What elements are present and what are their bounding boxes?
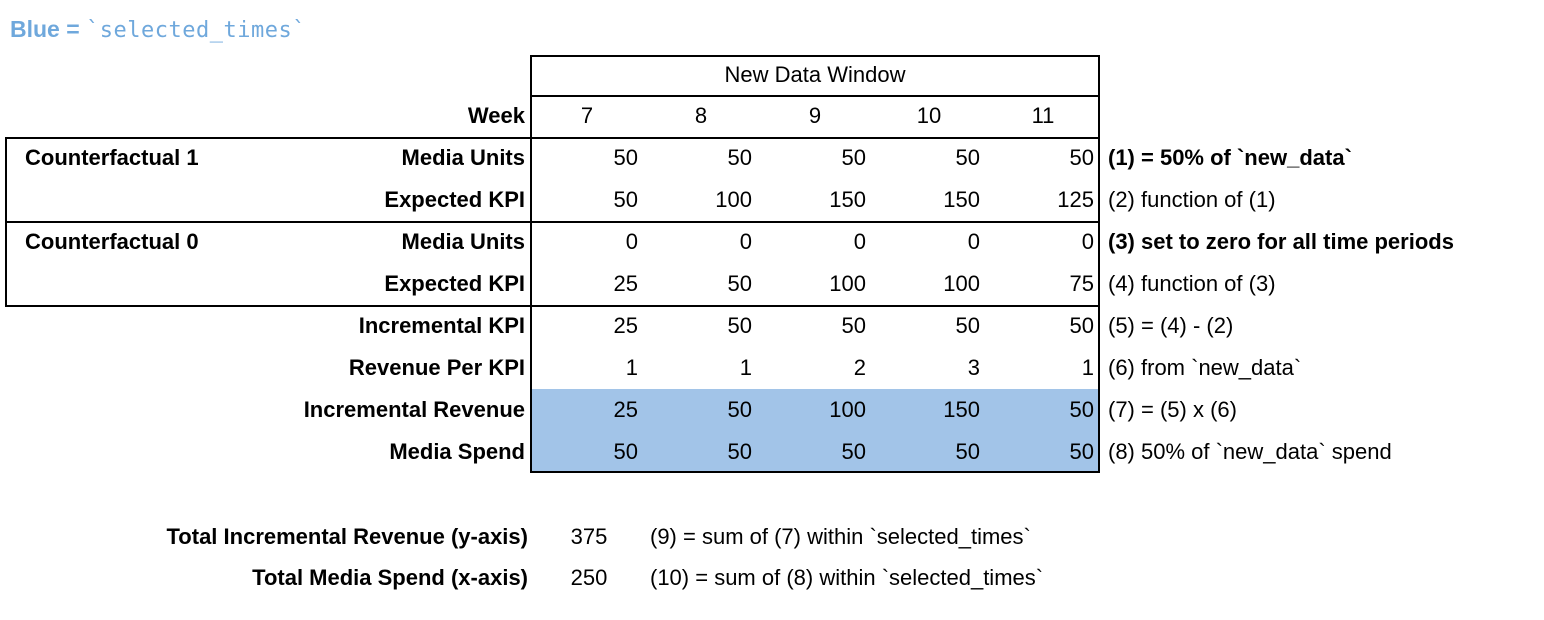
row-note: (1) = 50% of `new_data` bbox=[1108, 145, 1352, 170]
value-row: 50 50 50 50 50 bbox=[530, 137, 1100, 179]
value-row: 50 100 150 150 125 bbox=[530, 179, 1100, 221]
cell-value: 0 bbox=[625, 229, 638, 254]
group-label: Counterfactual 1 bbox=[25, 145, 199, 170]
week-cell: 7 bbox=[580, 103, 594, 128]
cell-value: 100 bbox=[715, 187, 752, 212]
cell-value: 25 bbox=[613, 313, 638, 338]
cell-value: 50 bbox=[1069, 145, 1094, 170]
week-cell: 11 bbox=[1031, 103, 1055, 128]
cell-value: 0 bbox=[739, 229, 752, 254]
cell-value: 150 bbox=[943, 397, 980, 422]
cell-value: 50 bbox=[727, 313, 752, 338]
row-note: (5) = (4) - (2) bbox=[1108, 313, 1234, 338]
cell-value: 25 bbox=[613, 397, 638, 422]
row-label: Media Spend bbox=[389, 439, 525, 464]
cell-value: 50 bbox=[1069, 397, 1094, 422]
row-note: (4) function of (3) bbox=[1108, 271, 1276, 296]
cell-value: 50 bbox=[1069, 313, 1094, 338]
total-incremental-revenue-label: Total Incremental Revenue (y-axis) bbox=[166, 524, 529, 549]
cell-value: 75 bbox=[1069, 271, 1094, 296]
cell-value: 25 bbox=[613, 271, 638, 296]
cell-value: 50 bbox=[727, 397, 752, 422]
cell-value: 150 bbox=[829, 187, 866, 212]
cell-value: 125 bbox=[1057, 187, 1094, 212]
week-cell: 8 bbox=[694, 103, 708, 128]
value-row: 25 50 50 50 50 bbox=[530, 305, 1100, 347]
cell-value: 50 bbox=[955, 313, 980, 338]
week-cell: 10 bbox=[916, 103, 942, 128]
cell-value: 50 bbox=[841, 145, 866, 170]
cell-value: 50 bbox=[613, 145, 638, 170]
cell-value: 1 bbox=[1081, 355, 1094, 380]
cell-value: 50 bbox=[841, 313, 866, 338]
row-label: Incremental KPI bbox=[358, 313, 525, 338]
cf1-cf0-divider-line bbox=[5, 221, 1100, 223]
value-row-selected-times: 25 50 100 150 50 bbox=[530, 389, 1100, 431]
row-label: Incremental Revenue bbox=[303, 397, 525, 422]
cell-value: 0 bbox=[853, 229, 866, 254]
legend-note: Blue = `selected_times` bbox=[10, 16, 306, 43]
group-label: Counterfactual 0 bbox=[25, 229, 199, 254]
cell-value: 1 bbox=[739, 355, 752, 380]
cell-value: 100 bbox=[829, 271, 866, 296]
cell-value: 50 bbox=[613, 439, 638, 464]
row-label: Revenue Per KPI bbox=[348, 355, 525, 380]
row-note: (7) = (5) x (6) bbox=[1108, 397, 1237, 422]
total-media-spend-value: 250 bbox=[570, 565, 608, 590]
value-row-selected-times: 50 50 50 50 50 bbox=[530, 431, 1100, 473]
week-label: Week bbox=[467, 103, 525, 128]
cell-value: 50 bbox=[955, 145, 980, 170]
cell-value: 3 bbox=[967, 355, 980, 380]
legend-note-label: Blue = bbox=[10, 16, 87, 42]
row-note: (3) set to zero for all time periods bbox=[1108, 229, 1454, 254]
value-row: 1 1 2 3 1 bbox=[530, 347, 1100, 389]
total-incremental-revenue-note: (9) = sum of (7) within `selected_times` bbox=[650, 524, 1031, 549]
header-divider-line bbox=[530, 95, 1100, 97]
cell-value: 0 bbox=[967, 229, 980, 254]
cell-value: 2 bbox=[853, 355, 866, 380]
cell-value: 50 bbox=[727, 145, 752, 170]
week-divider-line bbox=[5, 137, 1100, 139]
cell-value: 100 bbox=[829, 397, 866, 422]
value-row: 0 0 0 0 0 bbox=[530, 221, 1100, 263]
week-row: 7 8 9 10 11 bbox=[530, 95, 1100, 137]
value-row: 25 50 100 100 75 bbox=[530, 263, 1100, 305]
cell-value: 150 bbox=[943, 187, 980, 212]
row-note: (6) from `new_data` bbox=[1108, 355, 1302, 380]
label-box-left-line bbox=[5, 137, 7, 307]
cell-value: 0 bbox=[1081, 229, 1094, 254]
cell-value: 1 bbox=[625, 355, 638, 380]
total-media-spend-label: Total Media Spend (x-axis) bbox=[252, 565, 528, 590]
cell-value: 50 bbox=[613, 187, 638, 212]
cell-value: 50 bbox=[841, 439, 866, 464]
row-label: Media Units bbox=[401, 145, 525, 170]
cell-value: 100 bbox=[943, 271, 980, 296]
row-note: (8) 50% of `new_data` spend bbox=[1108, 439, 1392, 464]
row-label: Expected KPI bbox=[384, 271, 525, 296]
cf0-bottom-line bbox=[5, 305, 1100, 307]
row-note: (2) function of (1) bbox=[1108, 187, 1276, 212]
total-incremental-revenue-value: 375 bbox=[570, 524, 608, 549]
total-media-spend-note: (10) = sum of (8) within `selected_times… bbox=[650, 565, 1044, 590]
window-header: New Data Window bbox=[724, 62, 906, 87]
row-label: Media Units bbox=[401, 229, 525, 254]
week-cell: 9 bbox=[808, 103, 822, 128]
cell-value: 50 bbox=[1069, 439, 1094, 464]
row-label: Expected KPI bbox=[384, 187, 525, 212]
cell-value: 50 bbox=[727, 439, 752, 464]
legend-note-code: `selected_times` bbox=[86, 18, 306, 43]
cell-value: 50 bbox=[955, 439, 980, 464]
cell-value: 50 bbox=[727, 271, 752, 296]
